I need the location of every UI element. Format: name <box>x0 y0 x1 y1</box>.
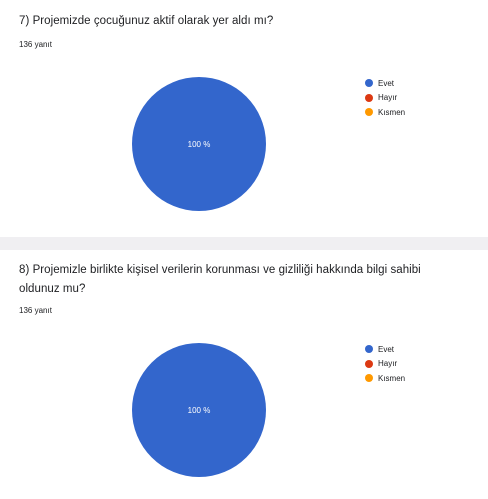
legend-item-kismen: Kısmen <box>365 371 405 386</box>
legend-swatch <box>365 374 373 383</box>
legend-item-hayir: Hayır <box>365 91 405 106</box>
pie-slice-label: 100 % <box>188 406 211 415</box>
legend-label: Evet <box>378 78 395 88</box>
legend-item-hayir: Hayır <box>365 357 405 372</box>
legend-swatch <box>365 93 373 102</box>
response-count: 136 yanıt <box>19 40 52 49</box>
pie-chart: 100 % <box>132 343 266 477</box>
legend-item-evet: Evet <box>365 76 405 91</box>
question-card-8: 8) Projemizle birlikte kişisel verilerin… <box>0 250 488 499</box>
question-title: 7) Projemizde çocuğunuz aktif olarak yer… <box>19 15 274 27</box>
pie-slice-label: 100 % <box>188 140 211 149</box>
legend-label: Hayır <box>378 93 398 103</box>
legend-swatch <box>365 359 373 368</box>
question-title: 8) Projemizle birlikte kişisel verilerin… <box>19 264 421 295</box>
response-count: 136 yanıt <box>19 306 52 315</box>
chart-legend: Evet Hayır Kısmen <box>365 342 405 386</box>
chart-legend: Evet Hayır Kısmen <box>365 76 405 120</box>
legend-item-evet: Evet <box>365 342 405 357</box>
legend-item-kismen: Kısmen <box>365 105 405 120</box>
legend-label: Kısmen <box>378 373 406 383</box>
legend-swatch <box>365 79 373 88</box>
legend-label: Kısmen <box>378 107 406 117</box>
pie-chart: 100 % <box>132 77 266 211</box>
pie-slice-evet <box>132 343 266 477</box>
legend-swatch <box>365 108 373 117</box>
pie-slice-evet <box>132 77 266 211</box>
legend-label: Evet <box>378 344 395 354</box>
question-card-7: 7) Projemizde çocuğunuz aktif olarak yer… <box>0 0 488 237</box>
legend-label: Hayır <box>378 359 398 369</box>
legend-swatch <box>365 345 373 354</box>
